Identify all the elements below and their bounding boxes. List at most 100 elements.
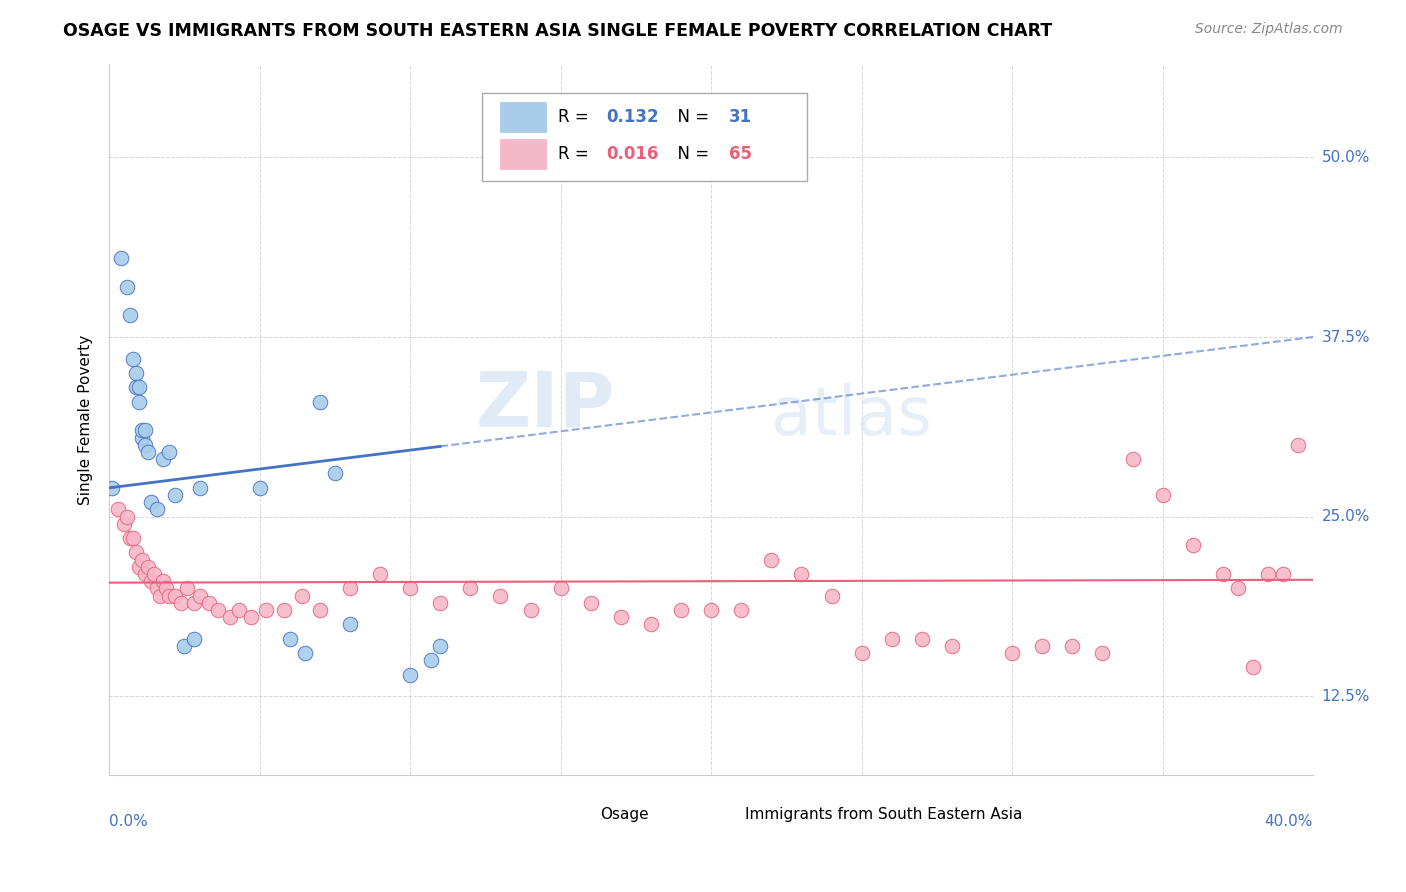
- Point: [1121, 452, 1143, 467]
- Point: [1062, 639, 1084, 653]
- Point: [761, 552, 783, 566]
- Point: [291, 589, 314, 603]
- Point: [128, 559, 150, 574]
- Text: 0.016: 0.016: [606, 145, 659, 163]
- Text: 50.0%: 50.0%: [1322, 150, 1369, 165]
- FancyBboxPatch shape: [482, 93, 807, 181]
- Point: [420, 653, 443, 667]
- Point: [138, 445, 160, 459]
- Text: 31: 31: [730, 109, 752, 127]
- Point: [1181, 538, 1204, 552]
- Point: [228, 603, 250, 617]
- Point: [170, 596, 193, 610]
- Point: [117, 509, 139, 524]
- Point: [110, 251, 132, 265]
- Point: [941, 639, 963, 653]
- Point: [294, 646, 316, 660]
- Point: [460, 582, 482, 596]
- Y-axis label: Single Female Poverty: Single Female Poverty: [79, 334, 93, 505]
- Point: [120, 309, 142, 323]
- Point: [159, 589, 181, 603]
- Point: [152, 574, 174, 589]
- Text: Source: ZipAtlas.com: Source: ZipAtlas.com: [1195, 22, 1343, 37]
- Point: [165, 488, 187, 502]
- FancyBboxPatch shape: [501, 139, 547, 169]
- Point: [125, 380, 148, 394]
- Point: [134, 567, 156, 582]
- Point: [112, 516, 135, 531]
- Point: [911, 632, 934, 646]
- Point: [159, 445, 181, 459]
- Point: [122, 351, 145, 366]
- Point: [149, 589, 172, 603]
- Point: [880, 632, 903, 646]
- Point: [579, 596, 602, 610]
- Point: [640, 617, 662, 632]
- Text: R =: R =: [558, 109, 595, 127]
- Point: [128, 394, 150, 409]
- Point: [134, 438, 156, 452]
- Point: [131, 552, 153, 566]
- Text: N =: N =: [666, 109, 714, 127]
- Point: [1001, 646, 1024, 660]
- Point: [429, 596, 451, 610]
- Point: [125, 545, 148, 559]
- Point: [309, 603, 332, 617]
- Text: 12.5%: 12.5%: [1322, 689, 1369, 704]
- Point: [610, 610, 633, 624]
- Text: 0.0%: 0.0%: [110, 814, 148, 830]
- Point: [239, 610, 262, 624]
- Text: Immigrants from South Eastern Asia: Immigrants from South Eastern Asia: [745, 806, 1022, 822]
- Point: [1272, 567, 1295, 582]
- Point: [700, 603, 723, 617]
- Point: [188, 589, 211, 603]
- Point: [1091, 646, 1114, 660]
- Point: [278, 632, 301, 646]
- Point: [851, 646, 873, 660]
- FancyBboxPatch shape: [501, 103, 547, 132]
- Point: [1241, 660, 1264, 674]
- FancyBboxPatch shape: [699, 805, 735, 823]
- Text: OSAGE VS IMMIGRANTS FROM SOUTH EASTERN ASIA SINGLE FEMALE POVERTY CORRELATION CH: OSAGE VS IMMIGRANTS FROM SOUTH EASTERN A…: [63, 22, 1053, 40]
- Text: 37.5%: 37.5%: [1322, 329, 1369, 344]
- Point: [1226, 582, 1249, 596]
- Point: [489, 589, 512, 603]
- Text: 65: 65: [730, 145, 752, 163]
- Point: [131, 423, 153, 437]
- Text: ZIP: ZIP: [475, 368, 614, 442]
- Text: Osage: Osage: [600, 806, 650, 822]
- Point: [122, 531, 145, 545]
- Point: [117, 279, 139, 293]
- Point: [1257, 567, 1279, 582]
- Point: [323, 467, 346, 481]
- Point: [399, 667, 422, 681]
- Point: [188, 481, 211, 495]
- Point: [249, 481, 271, 495]
- Point: [339, 582, 361, 596]
- Text: atlas: atlas: [772, 383, 932, 449]
- Point: [165, 589, 187, 603]
- Point: [368, 567, 391, 582]
- Text: R =: R =: [558, 145, 595, 163]
- Point: [101, 481, 124, 495]
- Point: [429, 639, 451, 653]
- Text: 0.132: 0.132: [606, 109, 659, 127]
- Text: 25.0%: 25.0%: [1322, 509, 1369, 524]
- Point: [141, 574, 163, 589]
- Point: [143, 567, 166, 582]
- Point: [273, 603, 295, 617]
- Point: [141, 495, 163, 509]
- Point: [134, 423, 156, 437]
- Point: [207, 603, 229, 617]
- Point: [107, 502, 129, 516]
- Point: [399, 582, 422, 596]
- Point: [152, 452, 174, 467]
- Point: [820, 589, 842, 603]
- Point: [790, 567, 813, 582]
- Point: [125, 366, 148, 380]
- Point: [1031, 639, 1053, 653]
- Point: [197, 596, 219, 610]
- Point: [183, 596, 205, 610]
- Point: [730, 603, 752, 617]
- Point: [254, 603, 277, 617]
